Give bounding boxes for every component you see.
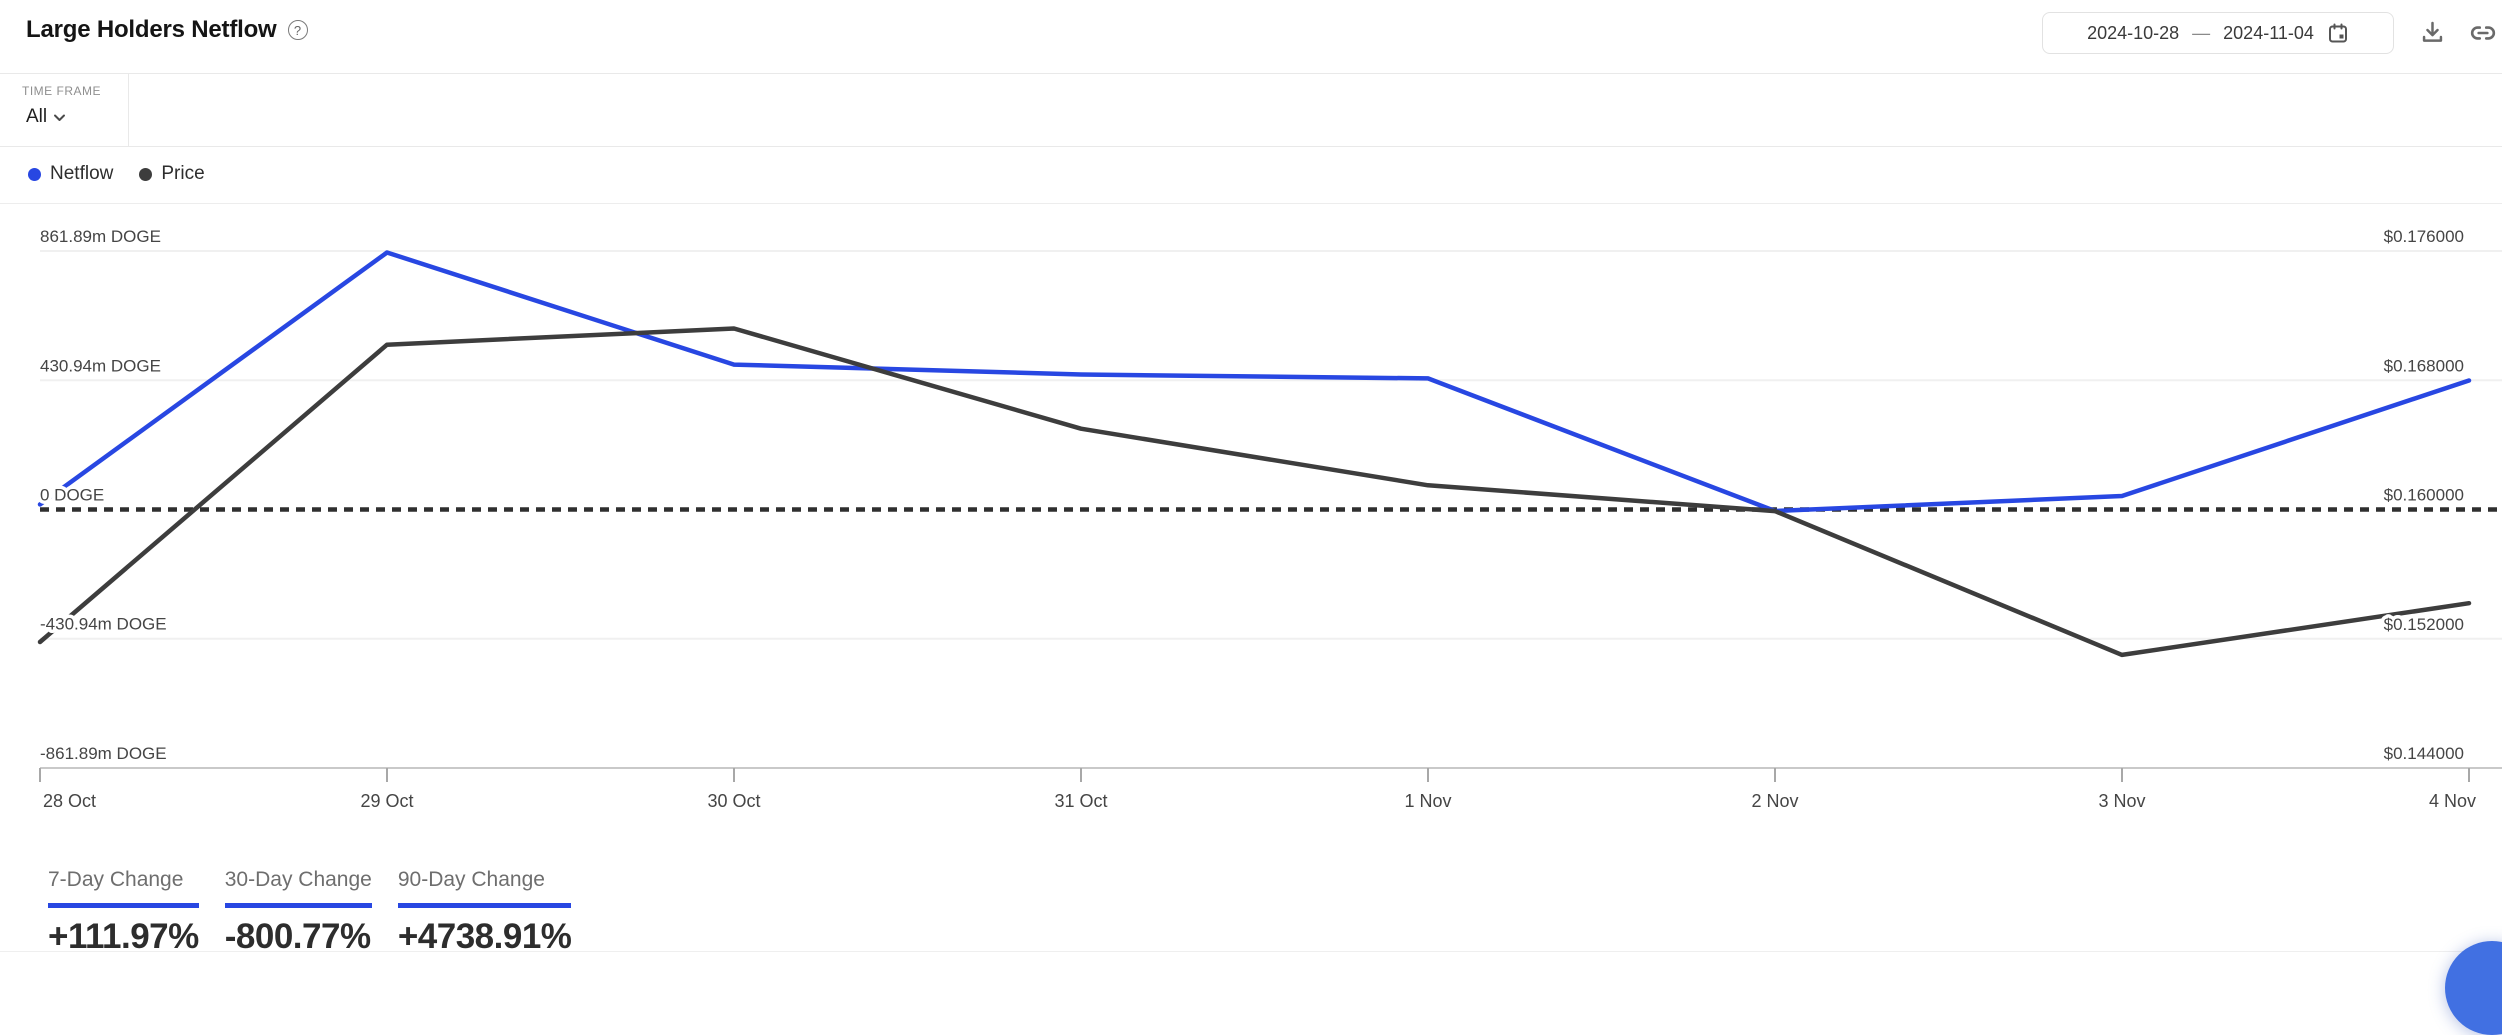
- chevron-down-icon: [52, 110, 67, 125]
- time-frame-divider: [128, 74, 129, 146]
- svg-text:29 Oct: 29 Oct: [360, 791, 413, 811]
- legend-item-netflow[interactable]: Netflow: [28, 163, 113, 185]
- svg-text:861.89m DOGE: 861.89m DOGE: [40, 227, 161, 246]
- date-to: 2024-11-04: [2223, 22, 2314, 43]
- change-stats: 7-Day Change +111.97% 30-Day Change -800…: [48, 868, 572, 957]
- chart-legend: Netflow Price: [28, 163, 205, 185]
- legend-label: Price: [161, 163, 205, 184]
- calendar-icon: [2327, 22, 2349, 44]
- netflow-dot-icon: [28, 167, 41, 181]
- price-dot-icon: [139, 167, 153, 181]
- svg-text:30 Oct: 30 Oct: [707, 791, 760, 811]
- help-icon[interactable]: ?: [287, 20, 308, 40]
- stat-value: +4738.91%: [397, 917, 572, 956]
- stat-label: 30-Day Change: [224, 868, 372, 908]
- header-divider: [0, 73, 2502, 74]
- stat-value: +111.97%: [48, 917, 199, 956]
- time-frame-value: All: [26, 106, 48, 127]
- netflow-price-chart[interactable]: 861.89m DOGE 430.94m DOGE 0 DOGE -430.94m D…: [0, 204, 2502, 831]
- svg-text:28 Oct: 28 Oct: [43, 791, 96, 811]
- header: Large Holders Netflow ?: [26, 16, 308, 44]
- svg-text:$0.168000: $0.168000: [2384, 356, 2464, 375]
- svg-text:2 Nov: 2 Nov: [1751, 791, 1798, 811]
- svg-text:$0.160000: $0.160000: [2384, 486, 2464, 505]
- legend-item-price[interactable]: Price: [139, 163, 205, 185]
- svg-text:$0.144000: $0.144000: [2384, 744, 2464, 763]
- svg-text:4 Nov: 4 Nov: [2429, 791, 2476, 811]
- download-icon: [2419, 21, 2446, 49]
- chart-area: 861.89m DOGE 430.94m DOGE 0 DOGE -430.94m D…: [0, 203, 2502, 831]
- svg-text:1 Nov: 1 Nov: [1404, 791, 1451, 811]
- svg-text:$0.152000: $0.152000: [2384, 615, 2464, 634]
- svg-text:-861.89m DOGE: -861.89m DOGE: [40, 744, 167, 763]
- date-range-picker[interactable]: 2024-10-28 — 2024-11-04: [2042, 12, 2394, 54]
- time-frame-select[interactable]: All: [26, 106, 67, 128]
- date-separator: —: [2192, 22, 2211, 43]
- svg-text:3 Nov: 3 Nov: [2098, 791, 2145, 811]
- tab-7-day-change[interactable]: 7-Day Change +111.97%: [48, 868, 199, 957]
- copy-link-button[interactable]: [2468, 20, 2498, 46]
- stat-label: 7-Day Change: [48, 868, 199, 908]
- chat-button[interactable]: [2445, 941, 2502, 1035]
- legend-label: Netflow: [50, 163, 114, 184]
- svg-text:430.94m DOGE: 430.94m DOGE: [40, 356, 161, 375]
- stat-label: 90-Day Change: [397, 868, 572, 908]
- stat-value: -800.77%: [224, 917, 371, 956]
- link-icon: [2468, 26, 2498, 49]
- svg-text:-430.94m DOGE: -430.94m DOGE: [40, 615, 167, 634]
- tab-30-day-change[interactable]: 30-Day Change -800.77%: [224, 868, 372, 957]
- date-from: 2024-10-28: [2087, 22, 2180, 43]
- page-title: Large Holders Netflow: [26, 16, 277, 43]
- tab-90-day-change[interactable]: 90-Day Change +4738.91%: [397, 868, 572, 957]
- svg-text:31 Oct: 31 Oct: [1054, 791, 1107, 811]
- svg-text:0 DOGE: 0 DOGE: [40, 486, 104, 505]
- svg-text:$0.176000: $0.176000: [2384, 227, 2464, 246]
- download-button[interactable]: [2419, 19, 2446, 46]
- controls-divider: [0, 146, 2502, 147]
- bottom-divider: [0, 951, 2502, 952]
- time-frame-label: TIME FRAME: [22, 84, 101, 98]
